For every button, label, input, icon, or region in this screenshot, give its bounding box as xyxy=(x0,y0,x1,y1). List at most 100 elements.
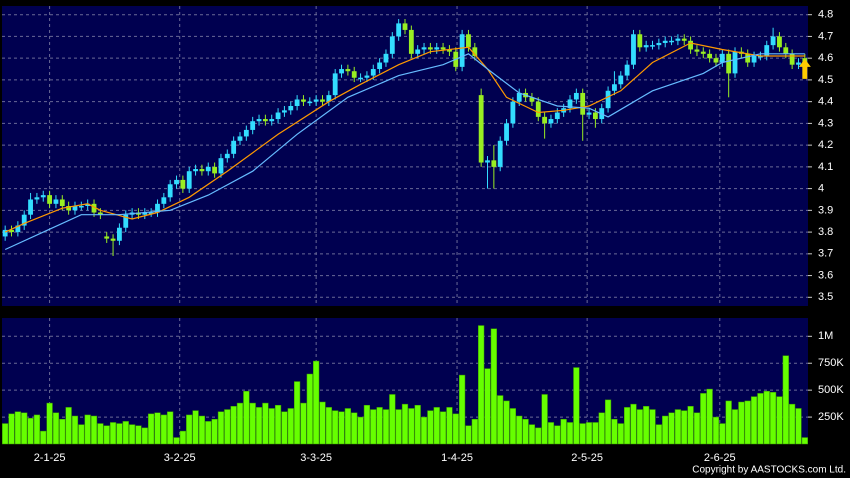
volume-bar xyxy=(8,413,15,445)
volume-bar xyxy=(687,406,694,445)
candle-body xyxy=(370,69,376,76)
volume-bar xyxy=(585,422,593,445)
candle-body xyxy=(745,53,751,63)
x-tick-label: 1-4-25 xyxy=(441,452,473,464)
volume-bar xyxy=(306,373,313,445)
candle-body xyxy=(2,229,8,237)
candle-body xyxy=(669,40,674,43)
volume-bar xyxy=(611,418,618,445)
volume-bar xyxy=(389,394,396,445)
candle-body xyxy=(389,36,395,54)
candle-body xyxy=(40,195,46,198)
volume-bar xyxy=(573,367,580,445)
volume-bar xyxy=(497,395,504,445)
volume-bar xyxy=(566,422,574,445)
candle-body xyxy=(97,212,103,215)
volume-bar xyxy=(547,422,555,445)
x-tick-label: 2-1-25 xyxy=(34,452,66,464)
volume-bar xyxy=(636,409,643,445)
volume-bar xyxy=(287,408,294,445)
volume-bar xyxy=(325,407,332,445)
candle-body xyxy=(383,53,389,63)
volume-bar xyxy=(757,393,764,445)
volume-bar xyxy=(173,437,180,445)
volume-bar xyxy=(471,418,478,445)
volume-bar xyxy=(738,401,745,445)
candle-body xyxy=(186,171,192,189)
volume-bar xyxy=(97,423,104,445)
candle-body xyxy=(707,53,713,59)
volume-bar xyxy=(33,414,41,445)
volume-bar xyxy=(528,424,536,445)
candle-body xyxy=(288,106,294,111)
candle-body xyxy=(777,36,782,48)
candle-body xyxy=(47,195,53,204)
volume-bar xyxy=(693,412,701,445)
volume-bar xyxy=(408,408,415,445)
volume-bar xyxy=(522,418,529,445)
candle-body xyxy=(91,203,97,213)
candle-body xyxy=(377,62,383,70)
candle-body xyxy=(269,119,275,122)
volume-bar xyxy=(205,421,212,445)
volume-bar xyxy=(719,423,726,445)
candle-body xyxy=(415,49,421,54)
candle-body xyxy=(491,160,497,167)
candle-body xyxy=(161,197,167,204)
y-tick-label: 4.6 xyxy=(818,52,833,64)
candle-body xyxy=(732,51,738,74)
y-tick-label: 4.3 xyxy=(818,117,833,129)
volume-bar xyxy=(769,392,777,445)
volume-bar xyxy=(249,402,256,445)
candle-body xyxy=(326,95,332,102)
candle-body xyxy=(243,129,249,137)
volume-bar xyxy=(414,404,421,445)
candle-body xyxy=(199,169,205,172)
candle-body xyxy=(408,29,414,54)
volume-bar xyxy=(65,407,72,445)
volume-bar xyxy=(224,409,231,445)
candle-body xyxy=(116,227,122,241)
volume-bar xyxy=(160,414,167,445)
candle-body xyxy=(770,36,776,46)
volume-bar xyxy=(21,412,28,445)
volume-bar xyxy=(243,390,250,445)
volume-bar xyxy=(344,408,351,445)
x-tick-label: 2-5-25 xyxy=(571,452,603,464)
volume-bar xyxy=(731,409,739,445)
volume-bar xyxy=(465,425,472,445)
y-tick-label: 3.6 xyxy=(818,269,833,281)
candle-body xyxy=(542,116,548,124)
candle-body xyxy=(212,166,218,174)
volume-bar xyxy=(401,403,409,445)
candle-body xyxy=(256,119,262,122)
candle-body xyxy=(681,38,687,41)
volume-bar xyxy=(332,410,339,445)
candle-body xyxy=(421,47,427,50)
candle-body xyxy=(618,75,624,85)
volume-bar xyxy=(617,423,624,445)
volume-bar xyxy=(382,409,390,445)
volume-bar xyxy=(363,404,371,445)
candle-body xyxy=(592,112,598,120)
candle-body xyxy=(631,34,636,65)
candle-body xyxy=(59,199,65,206)
volume-bar xyxy=(439,411,447,445)
candle-body xyxy=(345,69,351,72)
volume-bar xyxy=(27,417,34,445)
candle-body xyxy=(757,56,763,58)
volume-bar xyxy=(71,415,79,445)
volume-bar xyxy=(78,424,85,445)
volume-bar xyxy=(135,425,142,445)
candle-body xyxy=(510,101,516,124)
volume-bar xyxy=(598,412,605,445)
candle-body xyxy=(573,92,579,100)
candle-body xyxy=(675,38,681,41)
volume-bar xyxy=(116,423,123,445)
volume-bar xyxy=(40,430,47,445)
x-tick-label: 3-3-25 xyxy=(300,452,332,464)
candle-body xyxy=(332,73,338,96)
volume-bar xyxy=(554,425,561,445)
volume-bar xyxy=(649,409,656,445)
volume-bar xyxy=(655,424,662,445)
